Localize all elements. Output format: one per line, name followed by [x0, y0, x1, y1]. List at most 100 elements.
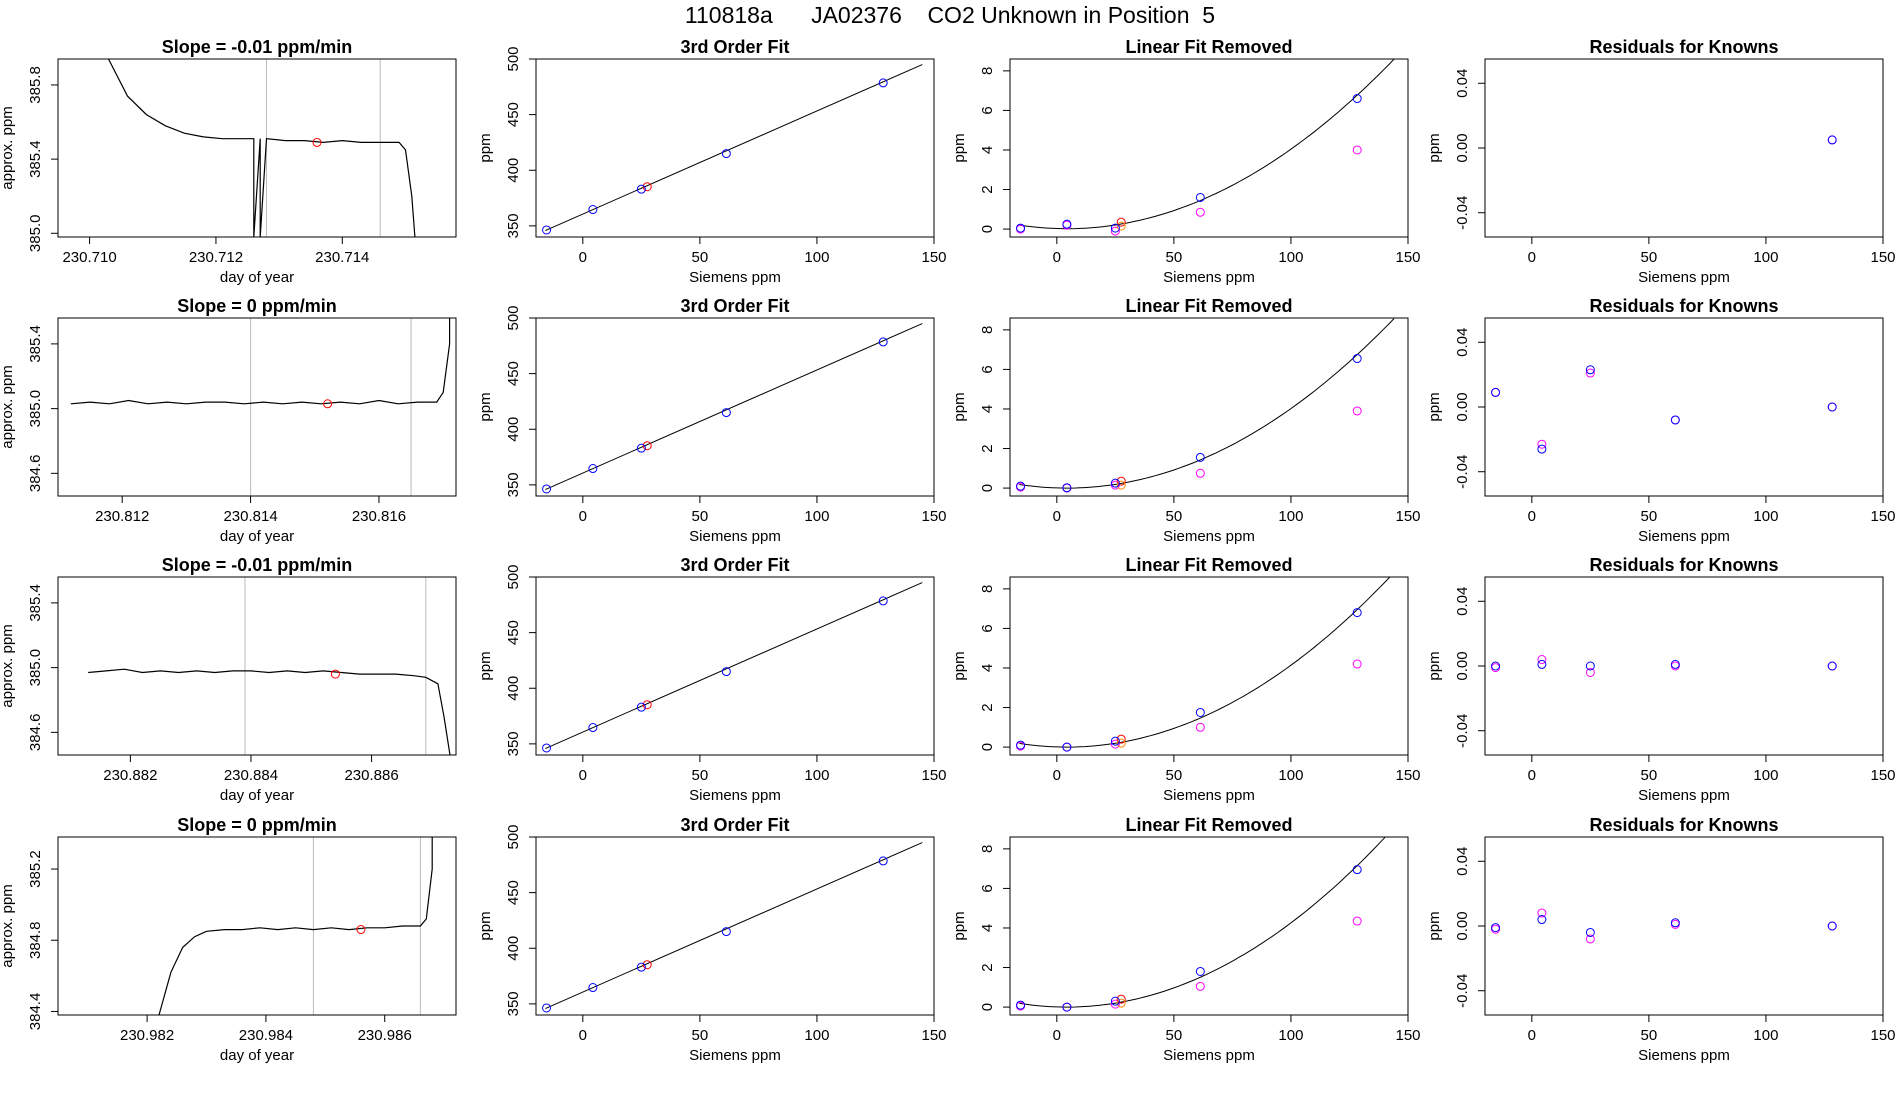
known-point — [636, 702, 646, 712]
y-tick-label: -0.04 — [1454, 455, 1471, 489]
known-point — [721, 149, 731, 159]
y-tick-label: 4 — [979, 664, 996, 672]
y-tick-label: 8 — [979, 585, 996, 593]
chart-title: Slope = 0 ppm/min — [177, 815, 337, 835]
x-tick-label: 50 — [1166, 249, 1183, 266]
x-tick-label: 230.886 — [344, 767, 398, 784]
x-tick-label: 100 — [1753, 249, 1778, 266]
x-tick-label: 100 — [804, 249, 829, 266]
x-tick-label: 150 — [1395, 508, 1420, 525]
residual-point — [1670, 918, 1680, 928]
x-tick-label: 50 — [692, 249, 709, 266]
known-point — [878, 856, 888, 866]
plot-area — [158, 837, 433, 1015]
known-point — [1195, 707, 1205, 717]
unknown-point — [1116, 734, 1126, 744]
known-point — [1352, 865, 1362, 875]
y-tick-label: 6 — [979, 106, 996, 114]
y-tick-label: 400 — [505, 417, 522, 442]
known-point — [1016, 223, 1026, 233]
y-tick-label: 6 — [979, 365, 996, 373]
plot-area — [1016, 59, 1395, 236]
chart-title: Linear Fit Removed — [1125, 37, 1292, 57]
y-tick-label: 0 — [979, 743, 996, 751]
fit-curve — [1019, 318, 1395, 489]
plot-frame — [1484, 317, 1884, 497]
x-tick-label: 100 — [1278, 767, 1303, 784]
fit-known-point — [1352, 916, 1362, 926]
y-tick-label: 6 — [979, 624, 996, 632]
x-tick-label: 50 — [1641, 1027, 1658, 1044]
y-tick-label: 385.0 — [27, 649, 44, 687]
x-tick-label: 150 — [1395, 767, 1420, 784]
y-tick-label: 400 — [505, 936, 522, 961]
unknown-point — [642, 182, 652, 192]
series-line — [158, 837, 433, 1015]
x-tick-label: 230.986 — [358, 1027, 412, 1044]
y-tick-label: 450 — [505, 620, 522, 645]
y-axis-label: ppm — [477, 392, 494, 421]
residual-point — [1585, 661, 1595, 671]
x-axis-label: Siemens ppm — [689, 787, 781, 804]
y-tick-label: 2 — [979, 963, 996, 971]
plot-frame — [535, 58, 935, 238]
page-title: 110818a JA02376 CO2 Unknown in Position … — [684, 2, 1216, 28]
x-tick-label: 0 — [1528, 1027, 1536, 1044]
y-axis-label: ppm — [951, 651, 968, 680]
plot-frame — [1009, 317, 1409, 497]
y-tick-label: 2 — [979, 185, 996, 193]
x-tick-label: 50 — [1641, 508, 1658, 525]
plot-frame — [535, 836, 935, 1016]
fit-line — [545, 842, 923, 1010]
known-point — [636, 443, 646, 453]
y-axis-label: ppm — [1426, 133, 1443, 162]
x-axis-label: Siemens ppm — [1638, 528, 1730, 545]
x-tick-label: 150 — [921, 249, 946, 266]
y-tick-label: 4 — [979, 405, 996, 413]
y-tick-label: 8 — [979, 67, 996, 75]
series-line — [107, 59, 416, 237]
y-tick-label: 500 — [505, 564, 522, 589]
y-tick-label: 8 — [979, 845, 996, 853]
y-tick-label: 4 — [979, 924, 996, 932]
chart-panel-r0c2: Linear Fit Removed 0 50 100 150 Siemens ppm 0 2… — [951, 37, 1421, 286]
residual-point — [1827, 661, 1837, 671]
known-point — [588, 464, 598, 474]
chart-panel-r0c3: Residuals for Knowns 0 50 100 150 Siemens ppm… — [1426, 37, 1896, 286]
x-tick-label: 50 — [1166, 767, 1183, 784]
fit-line — [545, 582, 923, 750]
known-point — [1110, 736, 1120, 746]
plot-area — [542, 64, 923, 235]
y-tick-label: 0.04 — [1454, 69, 1471, 98]
chart-panel-r2c2: Linear Fit Removed 0 50 100 150 Siemens ppm 0 2… — [951, 555, 1421, 804]
known-point — [721, 667, 731, 677]
y-tick-label: 350 — [505, 472, 522, 497]
known-point — [1062, 742, 1072, 752]
y-tick-label: 0.04 — [1454, 847, 1471, 876]
x-tick-label: 150 — [921, 508, 946, 525]
y-tick-label: 8 — [979, 326, 996, 334]
x-tick-label: 150 — [1870, 1027, 1895, 1044]
x-tick-label: 0 — [579, 508, 587, 525]
known-point — [721, 927, 731, 937]
fit-known-point — [1352, 659, 1362, 669]
residual-point — [1670, 659, 1680, 669]
fit-known-point — [1195, 722, 1205, 732]
known-point — [636, 184, 646, 194]
chart-panel-r2c3: Residuals for Knowns 0 50 100 150 Siemens ppm… — [1426, 555, 1896, 804]
x-axis-label: Siemens ppm — [1638, 787, 1730, 804]
x-tick-label: 0 — [1053, 767, 1061, 784]
x-tick-label: 0 — [1053, 249, 1061, 266]
residual-alt-point — [1537, 439, 1547, 449]
unknown-point — [312, 137, 322, 147]
residual-point — [1491, 387, 1501, 397]
y-tick-label: 0.04 — [1454, 587, 1471, 616]
x-tick-label: 230.884 — [224, 767, 278, 784]
residual-point — [1827, 402, 1837, 412]
x-tick-label: 100 — [1278, 1027, 1303, 1044]
x-tick-label: 0 — [1528, 249, 1536, 266]
known-point — [878, 596, 888, 606]
residual-point — [1491, 661, 1501, 671]
known-point — [1195, 966, 1205, 976]
chart-title: Residuals for Knowns — [1589, 296, 1778, 316]
